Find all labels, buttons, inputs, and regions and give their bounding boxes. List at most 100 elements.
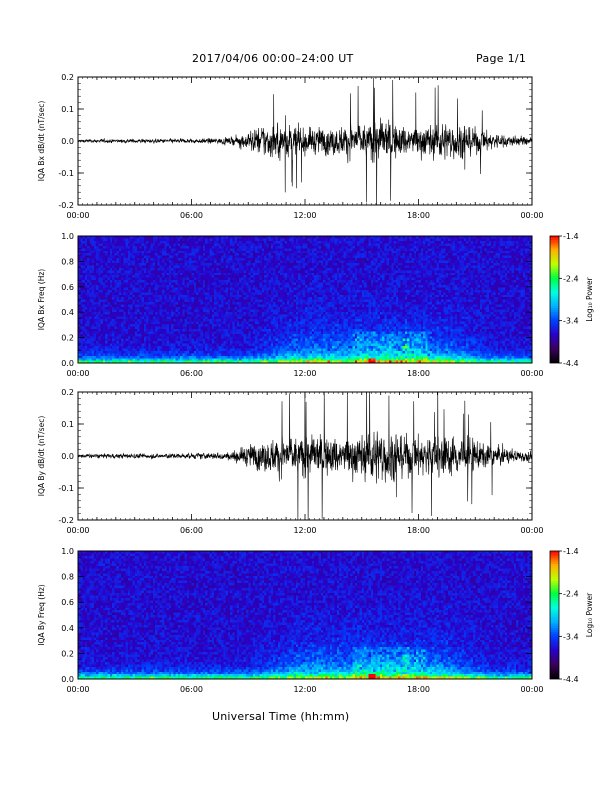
colorbar-segment — [550, 259, 559, 261]
x-tick-label: 18:00 — [407, 526, 430, 535]
y-tick-label: 0.6 — [61, 598, 74, 607]
panel-1: 00:00 06:00 12:00 18:00 00:000.20.10.0-0.1-0… — [37, 73, 544, 220]
colorbar-segment — [550, 594, 559, 596]
colorbar-segment — [550, 613, 559, 615]
colorbar-segment — [550, 348, 559, 350]
x-tick-label: 18:00 — [407, 369, 430, 378]
colorbar-segment — [550, 333, 559, 335]
colorbar-segment — [550, 261, 559, 263]
colorbar-segment — [550, 331, 559, 333]
y-tick-label: 1.0 — [61, 547, 74, 556]
colorbar-segment — [550, 329, 559, 331]
colorbar-segment — [550, 270, 559, 272]
colorbar-segment — [550, 314, 559, 316]
colorbar-tick-label: -3.4 — [563, 632, 579, 641]
colorbar-segment — [550, 649, 559, 651]
colorbar-tick-label: -2.4 — [563, 274, 579, 283]
colorbar-segment — [550, 276, 559, 278]
colorbar-segment — [550, 359, 559, 361]
y-tick-label: 0.0 — [61, 452, 74, 461]
colorbar-segment — [550, 589, 559, 591]
colorbar-segment — [550, 316, 559, 318]
x-tick-label: 06:00 — [180, 369, 203, 378]
colorbar-segment — [550, 249, 559, 251]
x-tick-label: 12:00 — [293, 685, 316, 694]
x-tick-label: 00:00 — [66, 526, 89, 535]
colorbar-segment — [550, 257, 559, 259]
colorbar-segment — [550, 564, 559, 566]
colorbar-label: Log₁₀ Power — [585, 592, 594, 637]
y-tick-label: -0.1 — [58, 169, 74, 178]
colorbar-segment — [550, 274, 559, 276]
colorbar-segment — [550, 577, 559, 579]
panel-2: 00:00 06:00 12:00 18:00 00:001.00.80.60.40.2… — [37, 232, 544, 378]
colorbar-segment — [550, 325, 559, 327]
x-tick-label: 06:00 — [180, 685, 203, 694]
colorbar-segment — [550, 668, 559, 670]
colorbar-segment — [550, 634, 559, 636]
y-axis-label: IQA Bx dB/dt (nT/sec) — [37, 101, 46, 182]
colorbar-segment — [550, 602, 559, 604]
colorbar-segment — [550, 312, 559, 314]
colorbar-label: Log₁₀ Power — [585, 276, 594, 321]
y-tick-label: 0.8 — [61, 257, 74, 266]
colorbar-segment — [550, 579, 559, 581]
colorbar-segment — [550, 641, 559, 643]
colorbar-segment — [550, 297, 559, 299]
colorbar-tick-label: -1.4 — [563, 232, 579, 241]
y-tick-label: 0.2 — [61, 334, 74, 343]
colorbar-segment — [550, 338, 559, 340]
colorbar-segment — [550, 675, 559, 677]
signal-trace — [78, 380, 532, 524]
panel-4: 00:00 06:00 12:00 18:00 00:001.00.80.60.40.2… — [37, 547, 544, 694]
colorbar-segment — [550, 244, 559, 246]
x-tick-label: 00:00 — [66, 369, 89, 378]
colorbar-segment — [550, 596, 559, 598]
y-axis-label: IQA By Freq (Hz) — [37, 584, 46, 646]
x-tick-label: 12:00 — [293, 211, 316, 220]
colorbar-segment — [550, 268, 559, 270]
colorbar-segment — [550, 323, 559, 325]
x-tick-label: 00:00 — [520, 211, 543, 220]
colorbar-segment — [550, 319, 559, 321]
colorbar-segment — [550, 350, 559, 352]
y-tick-label: 0.2 — [61, 388, 74, 397]
colorbar-segment — [550, 598, 559, 600]
x-tick-label: 18:00 — [407, 685, 430, 694]
x-tick-label: 00:00 — [520, 685, 543, 694]
x-tick-label: 06:00 — [180, 526, 203, 535]
colorbar-segment — [550, 555, 559, 557]
colorbar-segment — [550, 673, 559, 675]
x-tick-label: 06:00 — [180, 211, 203, 220]
colorbar-segment — [550, 272, 559, 274]
y-axis-label: IQA Bx Freq (Hz) — [37, 269, 46, 331]
spectrogram-cells — [78, 551, 532, 679]
y-tick-label: 1.0 — [61, 232, 74, 241]
colorbar-segment — [550, 340, 559, 342]
colorbar-segment — [550, 264, 559, 266]
colorbar-segment — [550, 335, 559, 337]
colorbar-segment — [550, 651, 559, 653]
colorbar-segment — [550, 606, 559, 608]
y-tick-label: -0.2 — [58, 201, 74, 210]
colorbar-segment — [550, 289, 559, 291]
colorbar-segment — [550, 278, 559, 280]
colorbar-segment — [550, 604, 559, 606]
y-tick-label: 0.4 — [61, 308, 74, 317]
colorbar-segment — [550, 653, 559, 655]
colorbar-segment — [550, 251, 559, 253]
colorbar-segment — [550, 562, 559, 564]
colorbar-segment — [550, 658, 559, 660]
colorbar-segment — [550, 645, 559, 647]
y-tick-label: 0.2 — [61, 73, 74, 82]
colorbar-segment — [550, 255, 559, 257]
colorbar-segment — [550, 344, 559, 346]
y-tick-label: 0.1 — [61, 420, 74, 429]
colorbar-segment — [550, 581, 559, 583]
colorbar-segment — [550, 626, 559, 628]
colorbar-segment — [550, 287, 559, 289]
x-tick-label: 12:00 — [293, 369, 316, 378]
x-tick-label: 00:00 — [520, 526, 543, 535]
